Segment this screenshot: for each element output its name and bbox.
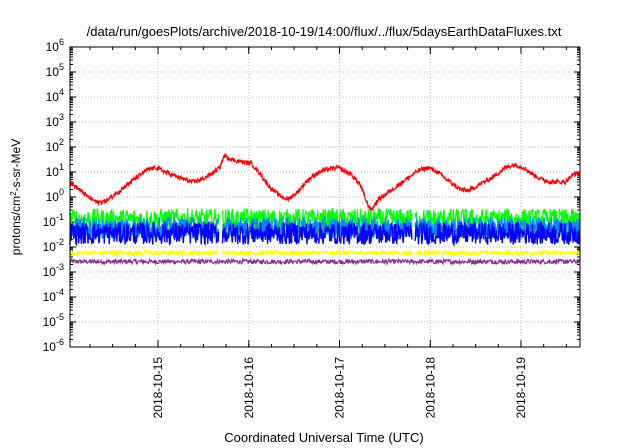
svg-text:protons/cm2-s-sr-MeV: protons/cm2-s-sr-MeV — [9, 139, 24, 255]
y-tick-label: 10-5 — [43, 312, 64, 329]
y-axis-label-prefix: protons/cm — [9, 196, 23, 255]
y-tick-labels: 10-6 10-5 10-4 10-3 10-2 10-1 100 101 102 103 104 1… — [43, 37, 64, 354]
y-tick-label: 10-6 — [43, 337, 64, 354]
y-axis-label: protons/cm2-s-sr-MeV — [9, 139, 24, 255]
flux-series-line — [69, 220, 581, 247]
x-tick-label: 2018-10-16 — [242, 357, 256, 419]
plot-frame — [69, 46, 581, 348]
y-tick-label: 10-3 — [43, 262, 64, 279]
y-tick-label: 10-2 — [43, 237, 64, 254]
y-tick-label: 100 — [46, 187, 64, 204]
x-tick-label: 2018-10-19 — [514, 357, 528, 419]
x-axis-label: Coordinated Universal Time (UTC) — [224, 430, 423, 445]
y-axis-label-sup: 2 — [9, 191, 18, 196]
flux-series-line — [69, 257, 580, 267]
x-tick-label: 2018-10-15 — [151, 357, 165, 419]
y-tick-label: 103 — [46, 112, 64, 129]
flux-series-line-red — [69, 152, 581, 212]
x-tick-label: 2018-10-18 — [423, 357, 437, 419]
y-tick-label: 10-4 — [43, 287, 64, 304]
y-tick-label: 104 — [46, 87, 64, 104]
y-tick-label: 10-1 — [43, 212, 64, 229]
y-tick-label: 101 — [46, 162, 64, 179]
y-axis-label-suffix: -s-sr-MeV — [9, 139, 23, 192]
data-series — [69, 152, 581, 267]
y-tick-label: 106 — [46, 37, 64, 54]
chart-title: /data/run/goesPlots/archive/2018-10-19/1… — [87, 24, 562, 39]
x-tick-label: 2018-10-17 — [333, 357, 347, 419]
x-tick-labels: 2018-10-15 2018-10-16 2018-10-17 2018-10-18… — [151, 357, 528, 419]
grid-lines — [70, 46, 580, 348]
y-tick-label: 102 — [46, 137, 64, 154]
y-tick-label: 105 — [46, 62, 64, 79]
flux-series-line — [69, 248, 581, 258]
